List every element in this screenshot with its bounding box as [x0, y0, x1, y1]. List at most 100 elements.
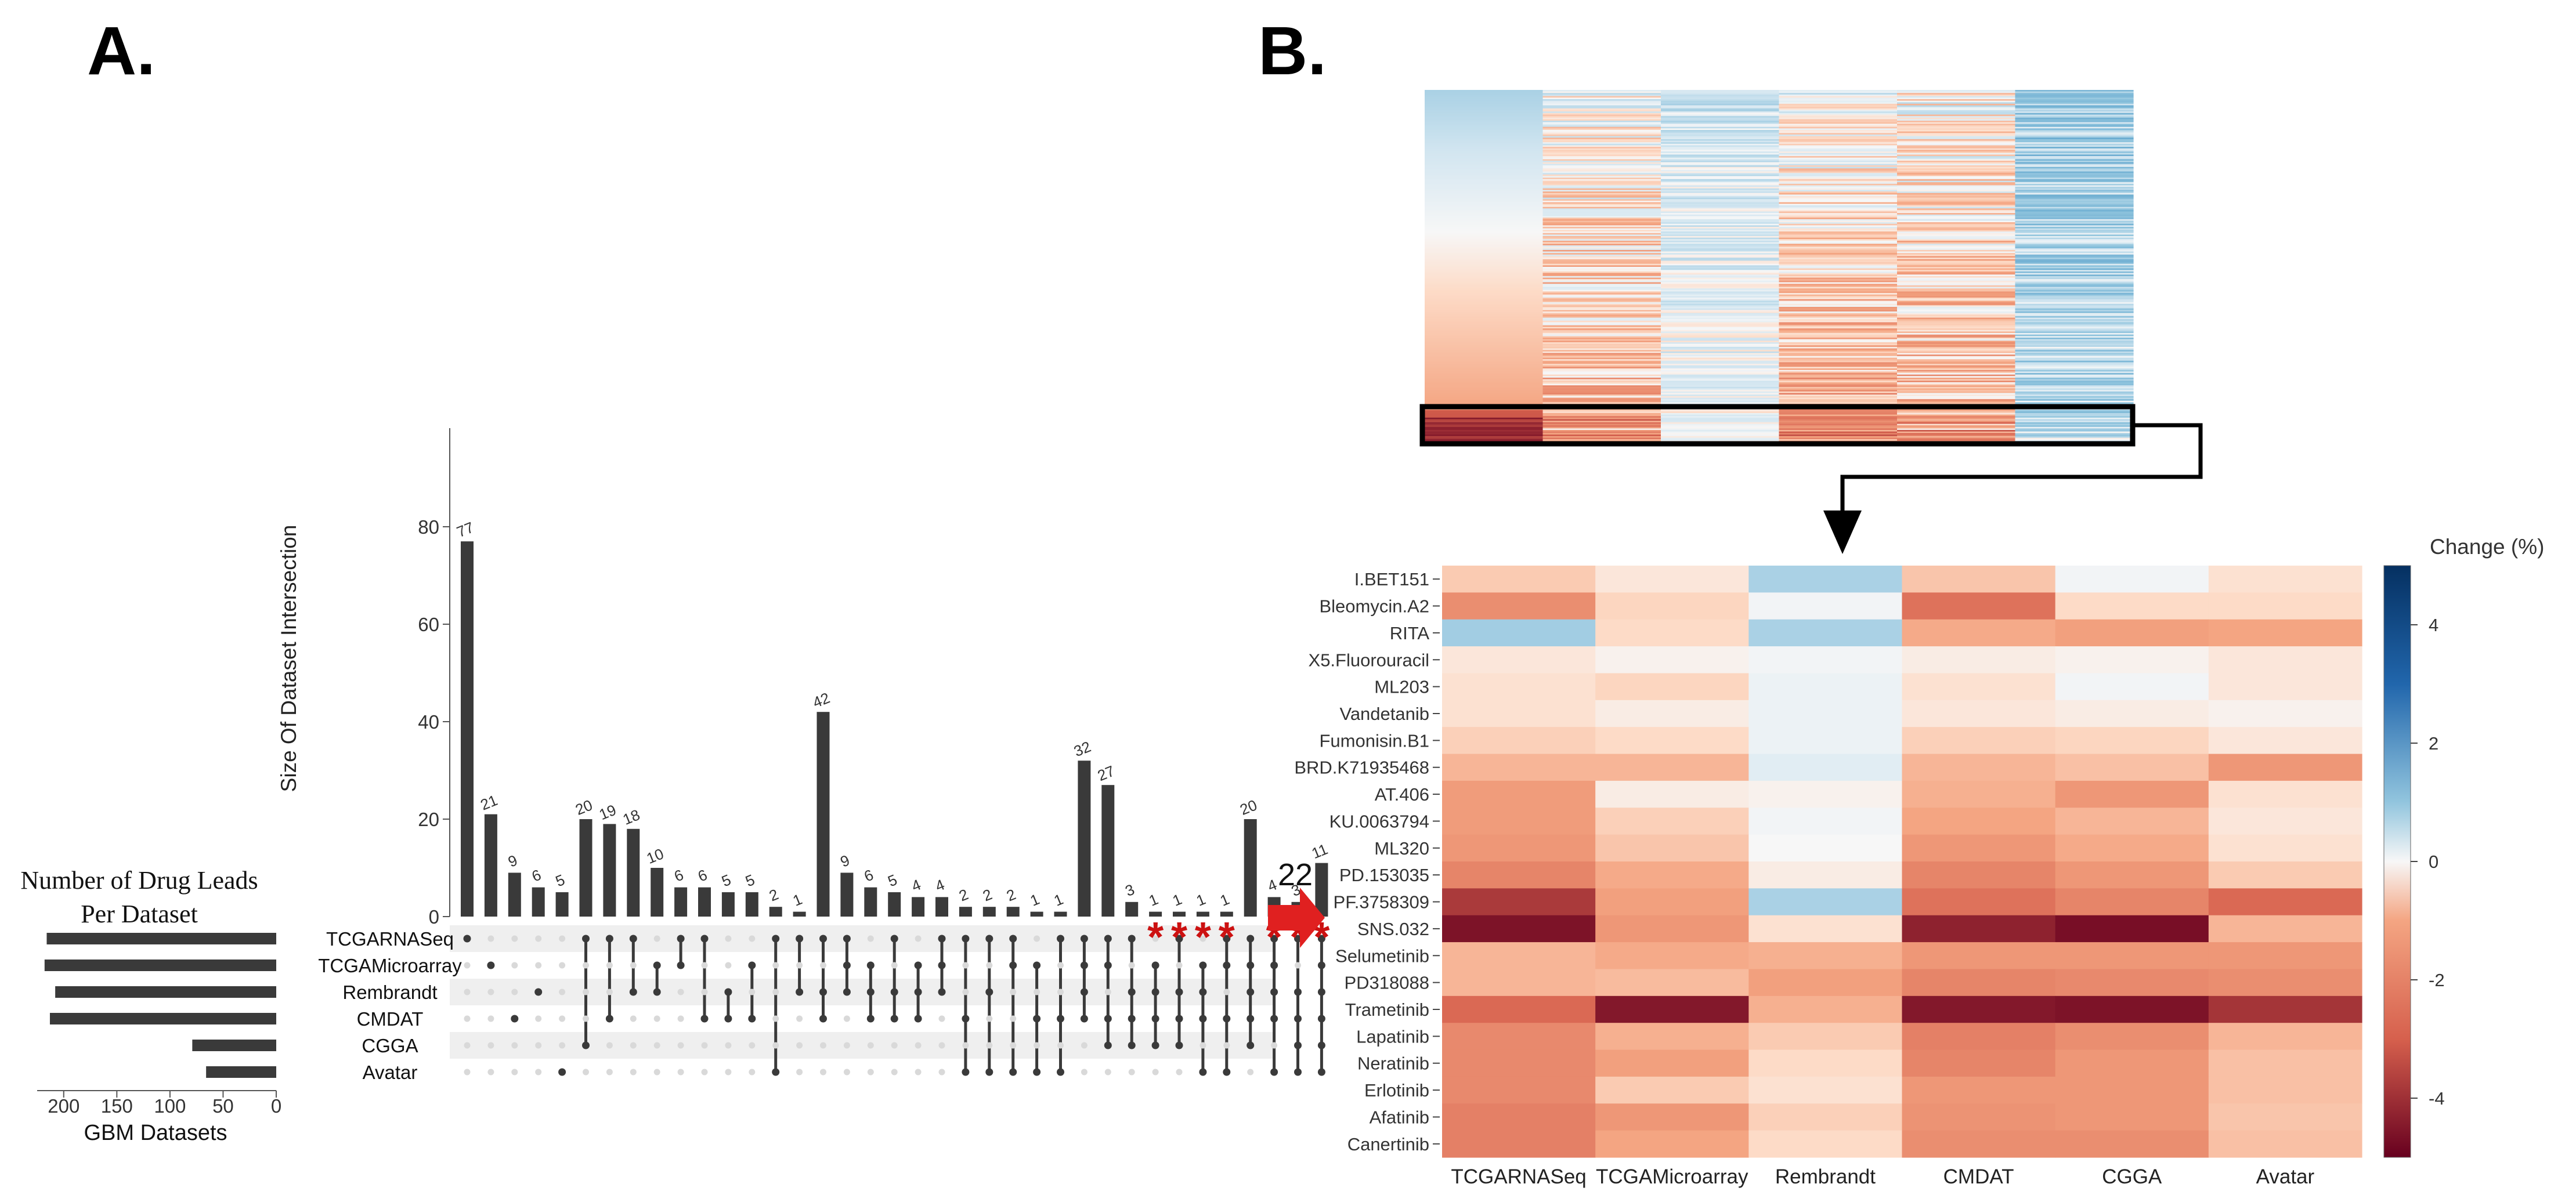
- overview-cell: [2015, 164, 2134, 166]
- overview-cell: [1661, 377, 1780, 380]
- overview-cell: [2015, 330, 2134, 332]
- overview-cell: [1897, 151, 2016, 154]
- overview-cell: [1542, 223, 1661, 226]
- overview-cell: [1897, 435, 2016, 437]
- overview-cell: [1542, 97, 1661, 100]
- upset-matrix-stripe: [450, 1032, 1274, 1059]
- overview-cell: [1425, 242, 1544, 244]
- overview-cell: [1661, 274, 1780, 277]
- overview-cell: [1661, 148, 1780, 151]
- overview-cell: [2015, 197, 2134, 200]
- overview-cell: [1897, 225, 2016, 227]
- overview-cell: [1897, 133, 2016, 135]
- overview-cell: [1897, 262, 2016, 265]
- overview-cell: [1542, 393, 1661, 395]
- overview-cell: [1542, 258, 1661, 260]
- overview-cell: [2015, 258, 2134, 260]
- overview-cell: [1425, 376, 1544, 378]
- overview-cell: [2015, 377, 2134, 380]
- overview-cell: [1425, 285, 1544, 288]
- overview-cell: [1542, 408, 1661, 411]
- overview-cell: [1897, 207, 2016, 209]
- upset-bar: [484, 814, 497, 917]
- upset-dot-filled: [1270, 1068, 1278, 1076]
- heatmap-cell: [1748, 1049, 1903, 1077]
- overview-cell: [1425, 208, 1544, 211]
- overview-cell: [1661, 282, 1780, 284]
- heatmap-row-label: Trametinib: [1345, 1000, 1429, 1020]
- overview-cell: [2015, 249, 2134, 252]
- upset-dot-empty: [915, 1069, 922, 1076]
- upset-dot-filled: [1104, 1041, 1112, 1049]
- heatmap-row-label: RITA: [1390, 623, 1430, 643]
- heatmap-cell: [2208, 700, 2362, 727]
- overview-cell: [2015, 262, 2134, 265]
- overview-cell: [1425, 153, 1544, 155]
- upset-dot-filled: [1317, 935, 1325, 943]
- overview-cell: [1542, 174, 1661, 177]
- overview-cell: [1661, 419, 1780, 421]
- overview-cell: [1542, 296, 1661, 298]
- upset-dot-filled: [1175, 1041, 1183, 1049]
- overview-cell: [2015, 311, 2134, 314]
- overview-cell: [1897, 242, 2016, 244]
- overview-cell: [2015, 129, 2134, 132]
- overview-cell: [1542, 185, 1661, 187]
- upset-dot-filled: [1151, 1041, 1159, 1049]
- upset-bar-value: 6: [529, 866, 544, 885]
- overview-cell: [1425, 268, 1544, 270]
- overview-cell: [1425, 157, 1544, 160]
- overview-cell: [1661, 360, 1780, 363]
- overview-cell: [2015, 341, 2134, 343]
- overview-cell: [1779, 436, 1898, 438]
- overview-cell: [1425, 249, 1544, 252]
- overview-cell: [2015, 291, 2134, 294]
- overview-cell: [1425, 262, 1544, 265]
- upset-dot-empty: [962, 989, 969, 995]
- overview-cell: [1779, 168, 1898, 171]
- overview-cell: [1661, 142, 1780, 144]
- overview-cell: [1425, 299, 1544, 301]
- heatmap-cell: [2208, 995, 2362, 1023]
- overview-cell: [1779, 367, 1898, 369]
- overview-cell: [1425, 436, 1544, 438]
- overview-cell: [1897, 128, 2016, 131]
- overview-cell: [1542, 303, 1661, 306]
- overview-cell: [1779, 314, 1898, 317]
- overview-cell: [1542, 299, 1661, 301]
- overview-cell: [1661, 276, 1780, 278]
- overview-cell: [1661, 260, 1780, 263]
- overview-cell: [1425, 244, 1544, 246]
- overview-cell: [1425, 237, 1544, 240]
- overview-cell: [1542, 383, 1661, 386]
- overview-cell: [1425, 313, 1544, 315]
- overview-cell: [1542, 419, 1661, 421]
- upset-dot-filled: [1199, 988, 1207, 996]
- upset-dot-empty: [487, 935, 494, 942]
- overview-cell: [1897, 370, 2016, 372]
- overview-cell: [1661, 353, 1780, 355]
- heatmap-cell: [1748, 592, 1903, 620]
- overview-cell: [1897, 282, 2016, 284]
- overview-cell: [1779, 117, 1898, 120]
- overview-cell: [1661, 207, 1780, 209]
- overview-cell: [1425, 133, 1544, 135]
- overview-cell: [1897, 339, 2016, 341]
- overview-cell: [1661, 356, 1780, 359]
- overview-cell: [1661, 285, 1780, 288]
- overview-cell: [1897, 107, 2016, 109]
- overview-cell: [1897, 251, 2016, 254]
- overview-cell: [1661, 373, 1780, 375]
- overview-cell: [2015, 338, 2134, 340]
- overview-cell: [1897, 341, 2016, 343]
- upset-dot-filled: [914, 988, 922, 996]
- heatmap-cell: [2055, 861, 2209, 889]
- overview-cell: [1542, 399, 1661, 401]
- upset-dot-filled: [653, 988, 661, 996]
- overview-cell: [2015, 396, 2134, 399]
- overview-cell: [1425, 397, 1544, 400]
- upset-dot-filled: [1080, 988, 1088, 996]
- overview-cell: [1661, 159, 1780, 161]
- upset-dot-filled: [1247, 1041, 1255, 1049]
- overview-cell: [1779, 129, 1898, 132]
